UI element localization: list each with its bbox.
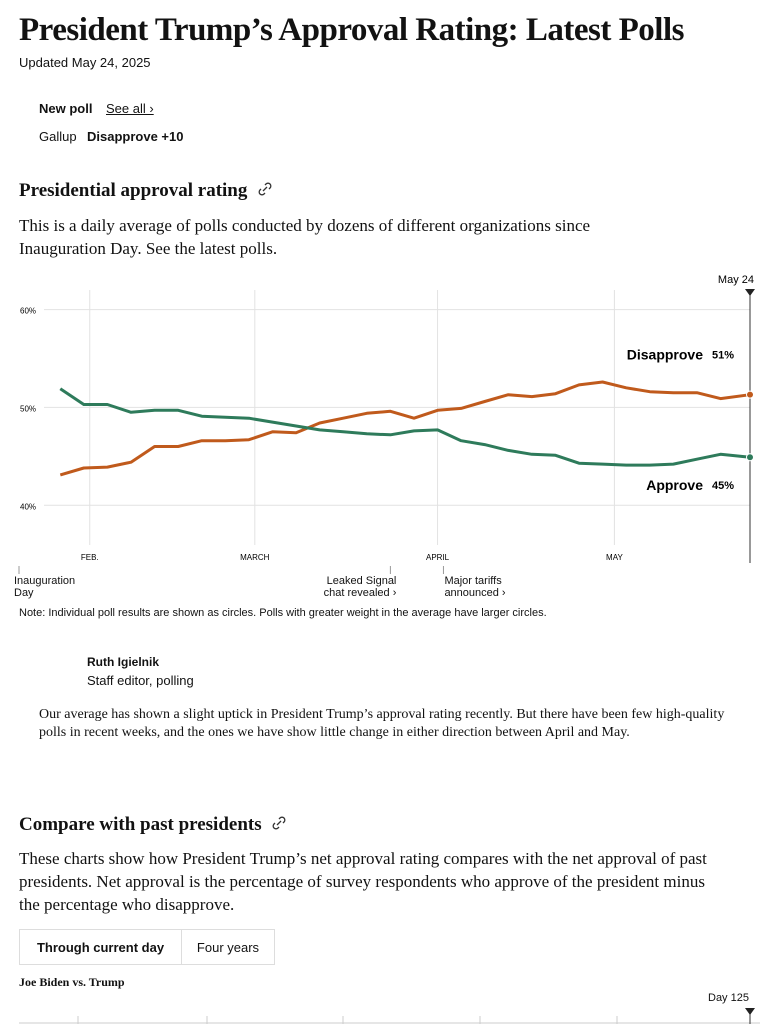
end-value-label: 45% (712, 480, 734, 492)
x-tick-label: MARCH (240, 553, 270, 562)
end-value-label: 51% (712, 350, 734, 362)
section-heading: Compare with past presidents (19, 814, 262, 836)
y-tick-label: 40% (20, 502, 36, 511)
end-dot (746, 390, 754, 399)
section-heading: Presidential approval rating (19, 180, 247, 202)
tabs: Through current day Four years (19, 929, 275, 965)
note: Note: Individual poll results are shown … (19, 607, 547, 619)
chart: May 24 40% 50% 60% FEB. MARCH APRIL MAY Disappr… (18, 274, 755, 574)
link-icon[interactable] (272, 816, 286, 830)
author-role: Staff editor, polling (87, 673, 194, 688)
see-all-link[interactable]: See all › (106, 101, 154, 116)
section-text: This is a daily average of polls conduct… (19, 216, 591, 258)
new-poll-label: New poll (39, 101, 93, 116)
link-icon[interactable] (258, 182, 272, 196)
updated: Updated May 24, 2025 (19, 55, 151, 70)
subchart-title: Joe Biden vs. Trump (19, 975, 125, 989)
x-tick-label: MAY (606, 553, 623, 562)
x-tick-label: APRIL (426, 553, 450, 562)
tab[interactable]: Through current day (20, 930, 182, 964)
series-label: Approve (646, 477, 703, 493)
y-tick-label: 60% (20, 307, 36, 316)
event-label[interactable]: Major tariffs announced › (444, 575, 506, 599)
series-label: Disapprove (627, 346, 703, 362)
end-dot (746, 453, 754, 462)
tab[interactable]: Four years (196, 939, 260, 955)
subchart-frame (19, 1008, 760, 1024)
x-tick-label: FEB. (81, 553, 99, 562)
heading-text: Presidential approval rating (19, 180, 248, 201)
author: Ruth Igielnik (87, 655, 159, 669)
poll-result: Disapprove +10 (87, 129, 184, 144)
series-line (59, 387, 751, 467)
event-label: Inauguration Day (14, 575, 76, 599)
current-date-label: May 24 (718, 274, 754, 286)
heading-text: Compare with past presidents (19, 814, 262, 835)
series-line (59, 380, 751, 477)
current-marker (745, 289, 755, 296)
title: President Trump’s Approval Rating: Lates… (19, 12, 684, 48)
commentary: Our average has shown a slight uptick in… (39, 707, 725, 740)
y-tick-label: 50% (20, 405, 36, 414)
subchart-current-label: Day 125 (708, 992, 749, 1004)
event-label[interactable]: Leaked Signal chat revealed › (323, 575, 397, 599)
pollster: Gallup (39, 129, 77, 144)
section-text: These charts show how President Trump’s … (19, 849, 707, 914)
